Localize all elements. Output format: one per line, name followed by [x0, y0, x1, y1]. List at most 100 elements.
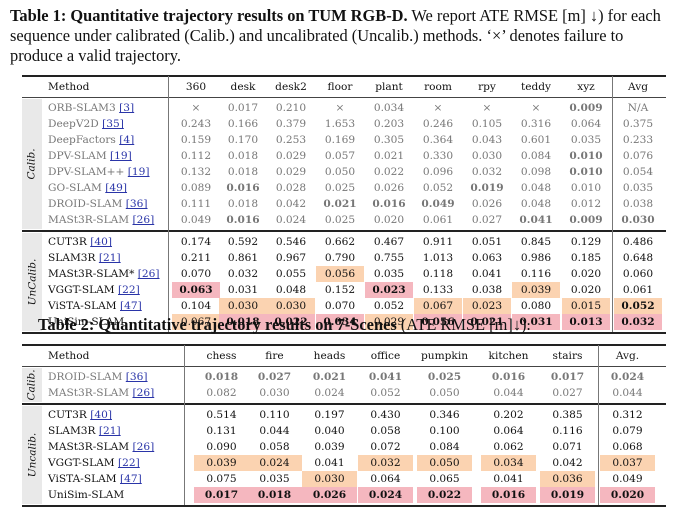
value-cell: 0.034 — [316, 314, 364, 330]
value-cell: 0.016 — [226, 182, 260, 194]
table-row: ORB-SLAM3 [3] × 0.017 0.210 × 0.034 × × × 0.009 N/… — [22, 100, 666, 116]
value-cell: 0.233 — [622, 134, 654, 146]
value-cell: 0.016 — [226, 214, 260, 226]
value-cell: 0.016 — [491, 371, 526, 383]
value-cell: 0.064 — [370, 473, 401, 485]
method-label: MASt3R-SLAM — [48, 387, 130, 399]
column-header-stairs: stairs — [552, 350, 583, 362]
value-cell: 0.110 — [259, 409, 290, 421]
column-divider — [612, 76, 613, 332]
value-cell: 0.022 — [373, 166, 405, 178]
value-cell: 0.090 — [206, 441, 237, 453]
value-cell: 0.034 — [481, 455, 536, 471]
value-cell: 0.041 — [519, 214, 553, 226]
value-cell: 0.100 — [429, 425, 460, 437]
method-label: VGGT-SLAM — [48, 284, 115, 296]
citation-link[interactable]: [26] — [137, 268, 160, 280]
method-name: CUT3R [40] — [44, 234, 172, 250]
value-cell: 0.064 — [570, 118, 602, 130]
value-cell: 0.152 — [324, 284, 356, 296]
method-name: DeepV2D [35] — [44, 116, 172, 132]
citation-link[interactable]: [4] — [119, 134, 135, 146]
value-cell: 0.035 — [570, 134, 602, 146]
column-header-method: Method — [48, 350, 90, 362]
value-cell: 0.174 — [180, 236, 212, 248]
value-cell: 0.346 — [429, 409, 460, 421]
value-cell: 0.020 — [373, 214, 405, 226]
value-cell: 0.197 — [314, 409, 345, 421]
citation-link[interactable]: [47] — [120, 300, 142, 312]
value-cell: 0.330 — [422, 150, 454, 162]
value-cell: 0.133 — [422, 284, 454, 296]
value-cell: 0.049 — [180, 214, 212, 226]
value-cell: 0.592 — [227, 236, 259, 248]
column-header-pumpkin: pumpkin — [420, 350, 469, 362]
value-cell: 0.056 — [414, 314, 462, 330]
value-cell: 0.064 — [493, 425, 524, 437]
value-cell: 0.038 — [471, 284, 503, 296]
value-cell: 0.027 — [552, 387, 583, 399]
method-name: DeepFactors [4] — [44, 132, 172, 148]
citation-link[interactable]: [22] — [118, 284, 140, 296]
citation-link[interactable]: [21] — [98, 252, 121, 264]
method-name: DROID-SLAM [36] — [44, 196, 172, 212]
citation-link[interactable]: [40] — [90, 409, 112, 421]
value-cell: 0.755 — [373, 252, 405, 264]
citation-link[interactable]: [40] — [90, 236, 112, 248]
table-rule — [22, 75, 666, 77]
citation-link[interactable]: [22] — [118, 457, 140, 469]
value-cell: 0.316 — [520, 118, 552, 130]
value-cell: 0.032 — [471, 166, 503, 178]
citation-link[interactable]: [36] — [125, 198, 148, 210]
table-row: MASt3R-SLAM [26] 0.082 0.030 0.024 0.052 0.05… — [22, 385, 666, 401]
value-cell: 0.024 — [610, 371, 645, 383]
value-cell: 1.013 — [422, 252, 454, 264]
value-cell: 0.061 — [622, 284, 654, 296]
citation-link[interactable]: [47] — [120, 473, 142, 485]
method-name: SLAM3R [21] — [44, 250, 172, 266]
table-rule — [22, 403, 666, 405]
value-cell: 0.027 — [257, 371, 292, 383]
citation-link[interactable]: [26] — [132, 441, 155, 453]
value-cell: 0.037 — [600, 455, 655, 471]
value-cell: 0.076 — [622, 150, 654, 162]
value-cell: 0.648 — [622, 252, 654, 264]
method-name: MASt3R-SLAM [26] — [44, 385, 188, 401]
value-cell: 0.379 — [275, 118, 307, 130]
citation-link[interactable]: [19] — [127, 166, 150, 178]
value-cell: 0.039 — [314, 441, 345, 453]
group-label: Calib. — [22, 368, 42, 402]
method-name: GO-SLAM [49] — [44, 180, 172, 196]
value-cell: 0.023 — [365, 282, 413, 298]
value-cell: 0.024 — [358, 487, 413, 503]
citation-link[interactable]: [21] — [98, 425, 121, 437]
column-header-office: office — [370, 350, 401, 362]
value-cell: 0.790 — [324, 252, 356, 264]
citation-link[interactable]: [26] — [132, 387, 155, 399]
method-label: ViSTA-SLAM — [48, 473, 117, 485]
value-cell: 0.026 — [373, 182, 405, 194]
method-name: DPV-SLAM [19] — [44, 148, 172, 164]
method-label: DeepFactors — [48, 134, 116, 146]
value-cell: 0.116 — [520, 268, 552, 280]
method-label: DROID-SLAM — [48, 371, 123, 383]
table-header-row: Method 360 desk desk2 floor plant room rpy teddy… — [22, 79, 666, 95]
value-cell: 0.032 — [614, 314, 662, 330]
table-header-row: Method chess fire heads office pumpkin kitchen… — [22, 348, 666, 364]
citation-link[interactable]: [49] — [105, 182, 128, 194]
column-header-desk: desk — [230, 81, 256, 93]
table-row: UniSim-SLAM 0.017 0.018 0.026 0.024 0.022 0.01… — [22, 487, 666, 503]
citation-link[interactable]: [35] — [102, 118, 124, 130]
method-name: UniSim-SLAM — [44, 314, 172, 330]
value-cell: 0.041 — [314, 457, 345, 469]
group-label: Uncalib. — [22, 406, 42, 504]
value-cell: 0.017 — [194, 487, 249, 503]
citation-link[interactable]: [26] — [132, 214, 155, 226]
value-cell: 0.112 — [180, 150, 212, 162]
table-row: UniSim-SLAM 0.067 0.018 0.022 0.034 0.029 0.05… — [22, 314, 666, 330]
value-cell: 0.043 — [471, 134, 503, 146]
citation-link[interactable]: [3] — [119, 102, 135, 114]
value-cell: 0.052 — [373, 300, 405, 312]
citation-link[interactable]: [36] — [125, 371, 148, 383]
citation-link[interactable]: [19] — [110, 150, 132, 162]
